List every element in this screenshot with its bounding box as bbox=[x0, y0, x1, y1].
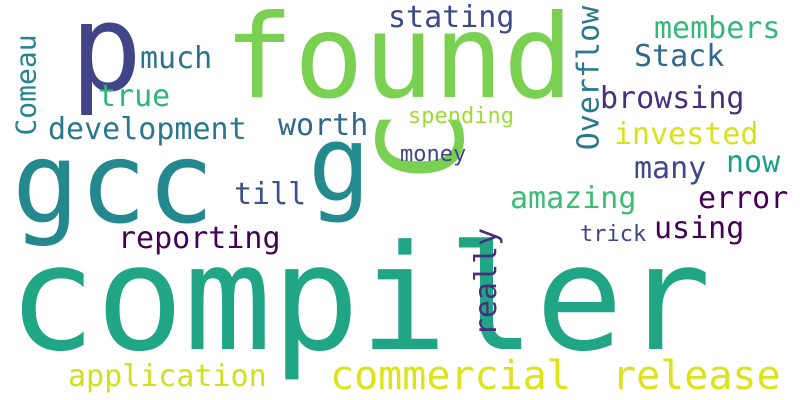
word-p-3: p bbox=[70, 0, 143, 119]
word-spending-22: spending bbox=[408, 104, 514, 129]
word-gcc-2: gcc bbox=[12, 119, 215, 249]
word-development-10: development bbox=[48, 112, 247, 147]
word-found-1: found bbox=[224, 0, 574, 125]
word-stack-18: Stack bbox=[634, 39, 725, 74]
word-members-17: members bbox=[654, 11, 781, 46]
word-invested-21: invested bbox=[614, 117, 759, 152]
word-browsing-20: browsing bbox=[600, 81, 745, 116]
word-much-13: much bbox=[140, 41, 213, 76]
word-now-25: now bbox=[726, 145, 781, 180]
word-error-27: error bbox=[698, 181, 789, 216]
word-application-8: application bbox=[68, 359, 267, 394]
word-money-23: money bbox=[400, 142, 467, 167]
word-stating-16: stating bbox=[388, 0, 515, 35]
word-worth-11: worth bbox=[278, 108, 369, 143]
word-trick-29: trick bbox=[580, 222, 647, 247]
word-using-28: using bbox=[654, 211, 745, 246]
word-many-24: many bbox=[634, 151, 707, 186]
word-true-14: true bbox=[98, 79, 171, 114]
word-comeau-15: Comeau bbox=[9, 33, 43, 136]
word-till-12: till bbox=[234, 177, 307, 212]
word-g-4: g bbox=[308, 103, 371, 225]
word-commercial-6: commercial bbox=[330, 353, 571, 399]
word-release-7: release bbox=[612, 353, 781, 399]
word-amazing-26: amazing bbox=[510, 181, 637, 216]
word-really-30: really bbox=[469, 227, 505, 337]
word-overflow-19: Overflow bbox=[570, 5, 606, 150]
word-reporting-9: reporting bbox=[118, 221, 281, 256]
word-compiler-0: compiler bbox=[8, 214, 712, 384]
